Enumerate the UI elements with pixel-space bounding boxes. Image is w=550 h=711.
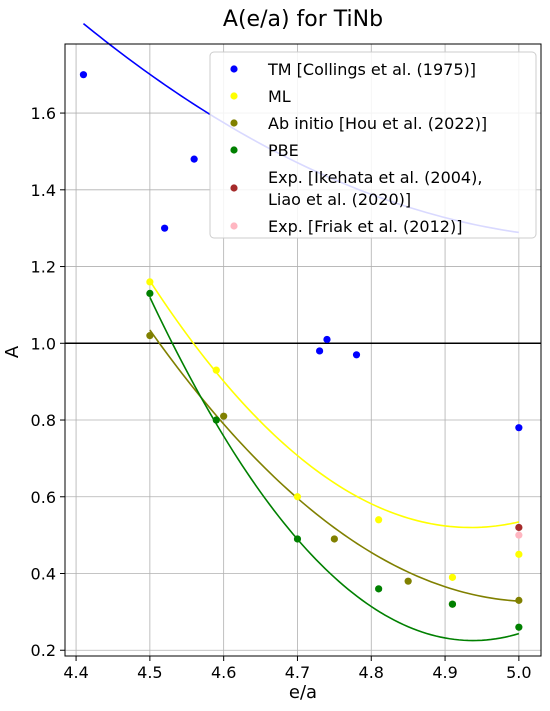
data-point: [375, 516, 383, 524]
legend-label: Exp. [Ikehata et al. (2004),: [268, 168, 482, 187]
data-points: [79, 71, 523, 631]
data-point: [330, 535, 338, 543]
chart-title: A(e/a) for TiNb: [223, 7, 383, 32]
legend-marker: [230, 92, 238, 100]
data-point: [146, 278, 154, 286]
data-point: [404, 577, 412, 585]
y-tick-label: 0.2: [31, 641, 56, 660]
data-point: [212, 416, 220, 424]
x-tick-label: 5.0: [506, 663, 531, 682]
data-point: [79, 71, 88, 79]
y-tick-label: 0.8: [31, 411, 56, 430]
data-point: [515, 623, 523, 631]
y-tick-label: 0.4: [31, 565, 56, 584]
legend: TM [Collings et al. (1975)] ML Ab initio […: [209, 51, 537, 239]
legend-marker: [230, 184, 238, 192]
data-point: [323, 335, 331, 344]
data-point: [212, 366, 220, 374]
fit-curve: [149, 296, 520, 642]
y-tick-label: 1.6: [31, 104, 56, 123]
plot-frame: [64, 43, 542, 657]
y-axis-ticks: 0.2 0.4 0.6 0.8 1.0 1.2 1.4 1.6: [31, 104, 65, 660]
legend-label: PBE: [268, 141, 299, 160]
y-tick-label: 0.6: [31, 488, 56, 507]
x-tick-label: 4.4: [63, 663, 88, 682]
data-point: [515, 550, 523, 558]
data-point: [375, 585, 383, 593]
x-tick-label: 4.6: [211, 663, 236, 682]
x-axis-ticks: 4.4 4.5 4.6 4.7 4.8 4.9 5.0: [63, 656, 532, 682]
legend-label: TM [Collings et al. (1975)]: [267, 60, 476, 79]
data-point: [515, 424, 523, 432]
legend-marker: [230, 146, 238, 154]
data-point: [515, 596, 523, 604]
legend-label: Exp. [Friak et al. (2012)]: [268, 217, 462, 236]
y-tick-label: 1.4: [31, 181, 56, 200]
data-point: [293, 493, 302, 501]
legend-marker: [230, 222, 238, 230]
fit-curve: [149, 329, 519, 602]
data-point: [352, 351, 361, 359]
data-point: [190, 155, 198, 163]
y-tick-label: 1.0: [31, 334, 56, 353]
legend-label: Ab initio [Hou et al. (2022)]: [268, 114, 487, 133]
data-point: [293, 535, 302, 543]
legend-label: ML: [268, 87, 291, 106]
data-point: [515, 531, 523, 539]
data-point: [146, 289, 154, 298]
data-point: [448, 573, 457, 581]
data-point: [220, 412, 228, 420]
x-tick-label: 4.9: [432, 663, 457, 682]
data-point: [316, 347, 324, 355]
fit-curve: [149, 280, 520, 529]
y-tick-label: 1.2: [31, 258, 56, 277]
data-point: [161, 224, 169, 232]
x-tick-label: 4.7: [285, 663, 310, 682]
data-point: [515, 523, 523, 532]
legend-box: [209, 51, 537, 239]
x-tick-label: 4.5: [137, 663, 162, 682]
legend-label: Liao et al. (2020)]: [268, 190, 411, 209]
legend-marker: [230, 119, 238, 127]
y-axis-label: A: [2, 345, 23, 358]
x-axis-label: e/a: [289, 682, 317, 703]
data-point: [146, 332, 154, 340]
x-tick-label: 4.8: [359, 663, 384, 682]
data-point: [448, 600, 457, 608]
legend-marker: [230, 65, 238, 73]
